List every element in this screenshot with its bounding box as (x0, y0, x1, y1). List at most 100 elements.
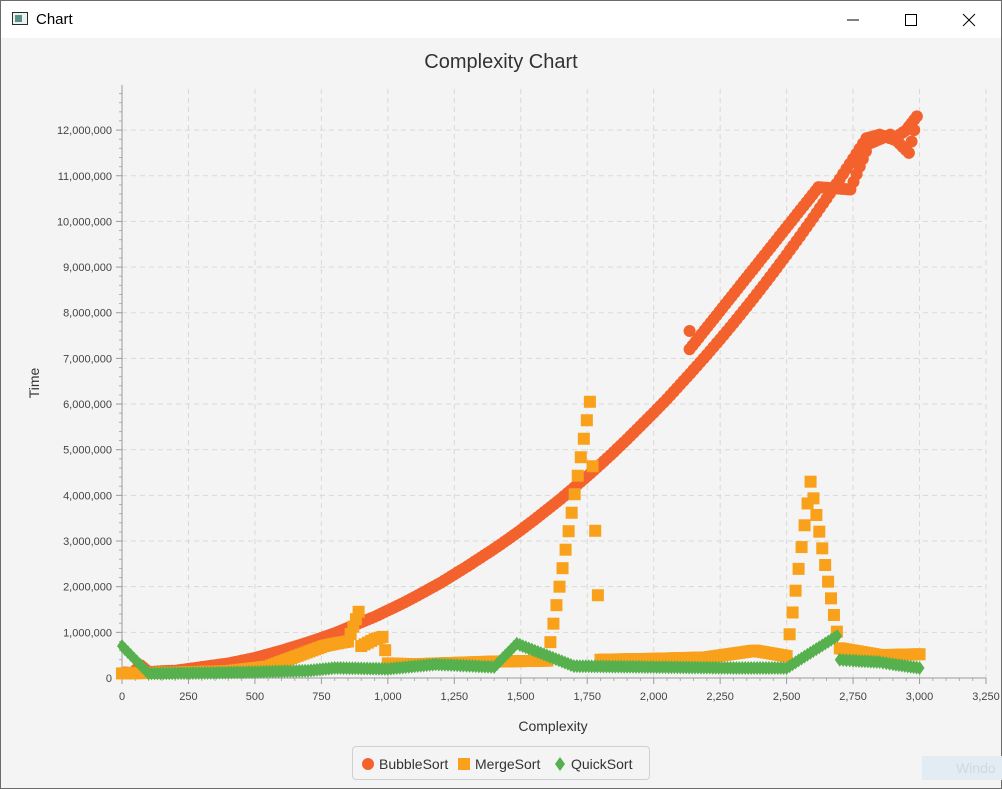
y-axis-label: Time (26, 367, 42, 398)
minimize-icon (847, 19, 859, 21)
y-tick-label: 3,000,000 (63, 536, 112, 548)
quicksort-point (829, 630, 840, 645)
y-tick-label: 7,000,000 (63, 353, 112, 365)
y-tick-label: 4,000,000 (63, 490, 112, 502)
legend-label: QuickSort (571, 756, 633, 772)
mergesort-point (589, 524, 602, 537)
mergesort-point (565, 506, 578, 519)
y-tick-label: 12,000,000 (57, 125, 112, 137)
y-tick-label: 0 (106, 673, 112, 685)
bubblesort-point (777, 253, 790, 266)
x-tick-label: 500 (246, 691, 264, 703)
circle-marker-icon (362, 758, 374, 770)
mergesort-point (547, 617, 560, 630)
y-tick-label: 6,000,000 (63, 399, 112, 411)
mergesort-point (789, 584, 802, 597)
activation-watermark: Windo (922, 756, 1002, 780)
bubblesort-point (764, 270, 776, 283)
bubblesort-point (803, 216, 816, 229)
mergesort-point (825, 592, 838, 605)
chart-legend: BubbleSort MergeSort QuickSort (352, 746, 650, 780)
legend-label: BubbleSort (379, 756, 449, 772)
mergesort-point (577, 432, 590, 445)
y-tick-label: 5,000,000 (63, 445, 112, 457)
quicksort-point (884, 656, 895, 671)
y-tick-label: 2,000,000 (63, 582, 112, 594)
x-tick-label: 3,000 (906, 691, 934, 703)
mergesort-point (777, 649, 790, 662)
quicksort-point (122, 645, 133, 660)
quicksort-point (427, 657, 438, 672)
y-tick-label: 10,000,000 (57, 216, 112, 228)
mergesort-point (819, 558, 832, 571)
x-tick-label: 1,500 (507, 691, 535, 703)
quicksort-point (193, 666, 204, 681)
x-tick-labels: 0 250 500 750 1,000 1,250 1,500 1,750 2,000 2,250… (119, 691, 1000, 703)
mergesort-point (568, 488, 581, 501)
minimize-button[interactable] (826, 1, 884, 38)
mergesort-point (807, 492, 820, 505)
bubblesort-point (724, 321, 737, 334)
chart-title: Complexity Chart (424, 51, 578, 73)
mergesort-point (349, 613, 362, 626)
bubblesort-point (859, 145, 872, 158)
mergesort-point (786, 606, 799, 619)
close-button[interactable] (942, 1, 1000, 38)
mergesort-point (556, 562, 569, 575)
x-tick-label: 3,250 (972, 691, 1000, 703)
mergesort-point (813, 525, 826, 538)
window-title: Chart (36, 11, 73, 28)
y-tick-label: 1,000,000 (63, 627, 112, 639)
mergesort-point (822, 575, 835, 588)
mergesort-point (379, 644, 392, 657)
legend-label: MergeSort (475, 756, 541, 772)
x-tick-label: 1,750 (573, 691, 601, 703)
mergesort-point (804, 475, 817, 488)
x-tick-label: 2,250 (706, 691, 734, 703)
y-tick-labels: 0 1,000,000 2,000,000 3,000,000 4,000,000 5,0… (57, 125, 112, 685)
quicksort-point (300, 663, 311, 678)
mergesort-point (553, 580, 566, 593)
bubblesort-point (683, 324, 696, 337)
y-tick-label: 9,000,000 (63, 262, 112, 274)
y-tick-label: 11,000,000 (58, 171, 112, 183)
quicksort-point (645, 660, 656, 675)
data-points (116, 110, 926, 681)
mergesort-point (816, 542, 829, 555)
mergesort-point (810, 508, 823, 521)
bubblesort-point (750, 288, 763, 301)
quicksort-point (725, 660, 736, 675)
maximize-button[interactable] (884, 1, 942, 38)
x-tick-label: 2,750 (839, 691, 867, 703)
quicksort-point (871, 654, 882, 669)
app-window-icon (12, 12, 28, 25)
mergesort-point (559, 543, 572, 556)
x-tick-label: 0 (119, 691, 125, 703)
quicksort-point (246, 665, 257, 680)
y-tick-label: 8,000,000 (63, 308, 112, 320)
bubblesort-point (908, 113, 921, 126)
bubblesort-point (790, 235, 803, 248)
mergesort-point (795, 541, 808, 554)
bubblesort-point (843, 157, 856, 170)
x-tick-label: 1,250 (441, 691, 469, 703)
mergesort-point (783, 628, 796, 641)
bubblesort-point (710, 337, 723, 350)
mergesort-point (580, 414, 593, 427)
mergesort-point (798, 519, 811, 532)
quicksort-point (911, 660, 922, 675)
x-tick-label: 2,000 (640, 691, 668, 703)
quicksort-point (844, 653, 855, 668)
x-axis-label: Complexity (518, 718, 587, 734)
mergesort-point (792, 562, 805, 575)
bubblesort-point (817, 197, 830, 210)
title-bar[interactable]: Chart (1, 1, 1001, 38)
mergesort-point (550, 599, 563, 612)
bubblesort-point (899, 143, 912, 156)
mergesort-point (586, 460, 599, 473)
x-tick-label: 250 (179, 691, 197, 703)
diamond-marker-icon (555, 757, 565, 771)
mergesort-point (562, 525, 575, 538)
square-marker-icon (458, 758, 470, 770)
